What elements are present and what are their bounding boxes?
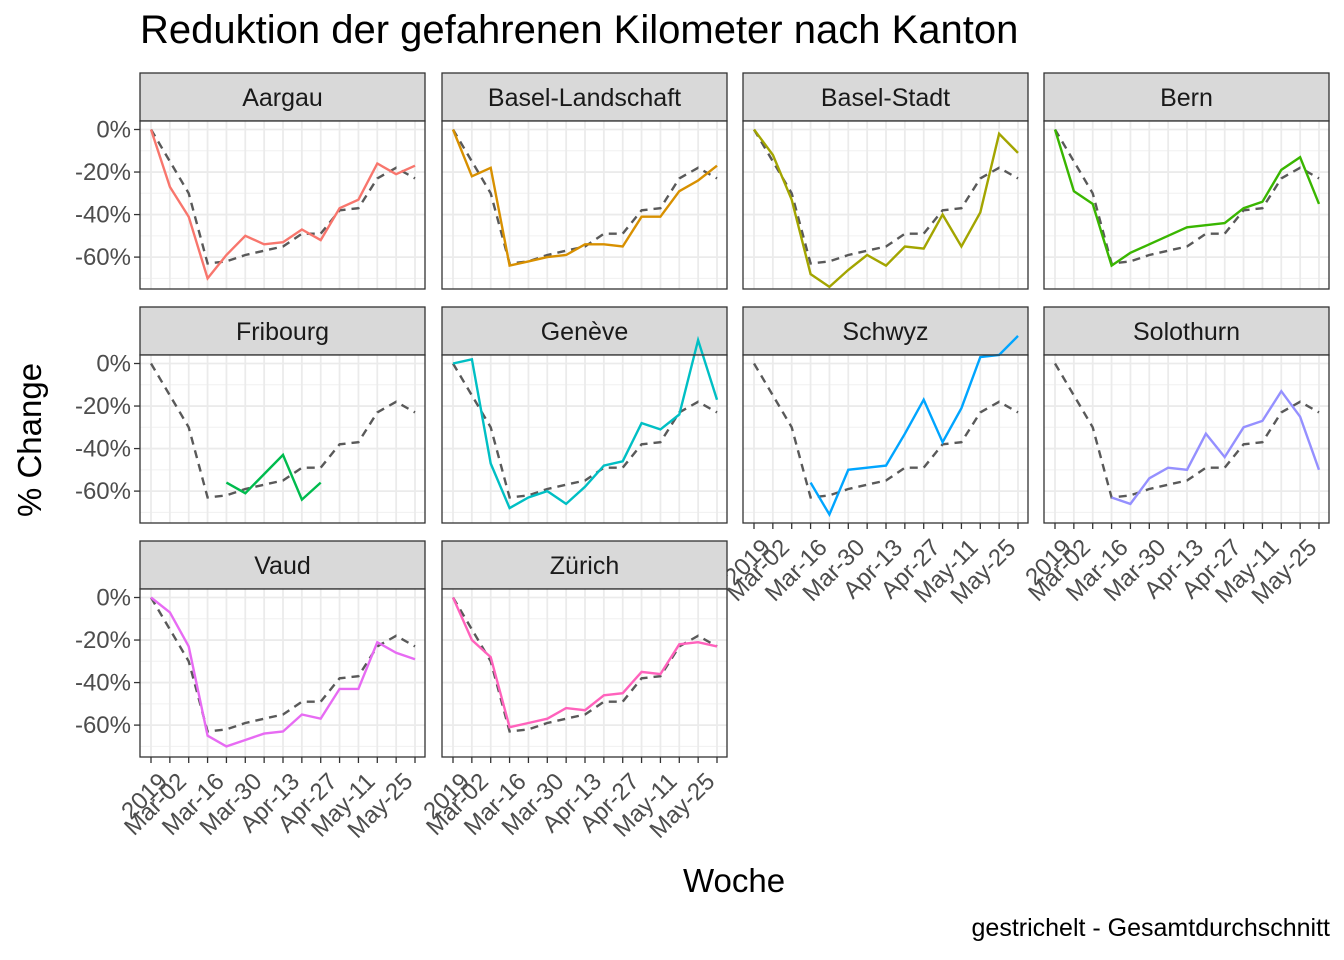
average-series-line bbox=[1053, 362, 1320, 499]
series-line-basel-landschaft bbox=[451, 129, 718, 268]
chart-title: Reduktion der gefahrenen Kilometer nach … bbox=[140, 8, 1019, 52]
average-series-line bbox=[451, 128, 718, 265]
panel-border-aargau bbox=[139, 120, 426, 290]
y-tick-label: -60% bbox=[75, 478, 131, 505]
facet-label-solothurn: Solothurn bbox=[1133, 318, 1240, 346]
facet-label-schwyz: Schwyz bbox=[842, 318, 928, 346]
facet-strip-bern bbox=[1043, 72, 1330, 122]
facet-label-vaud: Vaud bbox=[254, 552, 311, 580]
facet-label-fribourg: Fribourg bbox=[236, 318, 329, 346]
y-tick-label: 0% bbox=[96, 117, 131, 144]
series-line-aargau bbox=[149, 129, 416, 281]
facet-label-gen-ve: Genève bbox=[541, 318, 629, 346]
series-line-basel-stadt bbox=[753, 128, 1019, 289]
panel-border-bern bbox=[1043, 120, 1330, 290]
x-axis-label: Woche bbox=[682, 862, 786, 899]
y-axis-label: % Change bbox=[11, 362, 48, 518]
series-line-z-rich bbox=[451, 597, 718, 729]
average-series-line bbox=[752, 128, 1019, 265]
panel-border-basel-stadt bbox=[742, 120, 1029, 290]
facet-strip-basel-stadt bbox=[742, 72, 1029, 122]
facet-label-basel-landschaft: Basel-Landschaft bbox=[488, 84, 681, 112]
facet-label-z-rich: Zürich bbox=[550, 552, 619, 580]
panel-border-basel-landschaft bbox=[441, 120, 728, 290]
y-tick-label: -40% bbox=[75, 436, 131, 463]
facet-strip-aargau bbox=[139, 72, 426, 122]
y-tick-label: -60% bbox=[75, 244, 131, 271]
average-series-line bbox=[1053, 128, 1320, 265]
facet-label-basel-stadt: Basel-Stadt bbox=[821, 84, 950, 112]
series-line-bern bbox=[1053, 129, 1321, 268]
series-line-gen-ve bbox=[452, 335, 719, 510]
y-tick-label: -20% bbox=[75, 159, 131, 186]
y-tick-label: 0% bbox=[96, 585, 131, 612]
series-line-vaud bbox=[150, 596, 416, 748]
average-series-line bbox=[752, 362, 1019, 499]
facet-label-aargau: Aargau bbox=[242, 84, 323, 112]
y-tick-label: -40% bbox=[75, 202, 131, 229]
y-tick-label: 0% bbox=[96, 351, 131, 378]
y-tick-label: -60% bbox=[75, 712, 131, 739]
series-line-schwyz bbox=[809, 335, 1019, 518]
y-tick-label: -40% bbox=[75, 670, 131, 697]
average-series-line bbox=[451, 362, 718, 499]
average-series-line bbox=[149, 362, 416, 499]
facet-strip-gen-ve bbox=[441, 306, 728, 356]
series-line-fribourg bbox=[225, 452, 322, 502]
panel-border-gen-ve bbox=[441, 354, 728, 524]
chart-caption: gestrichelt - Gesamtdurchschnitt bbox=[971, 914, 1330, 942]
average-series-line bbox=[149, 128, 416, 265]
y-tick-label: -20% bbox=[75, 627, 131, 654]
series-line-solothurn bbox=[1111, 389, 1321, 506]
panel-border-fribourg bbox=[139, 354, 426, 524]
facet-label-bern: Bern bbox=[1160, 84, 1213, 112]
facet-strip-vaud bbox=[139, 540, 426, 590]
facet-strip-schwyz bbox=[742, 306, 1029, 356]
y-tick-label: -20% bbox=[75, 393, 131, 420]
